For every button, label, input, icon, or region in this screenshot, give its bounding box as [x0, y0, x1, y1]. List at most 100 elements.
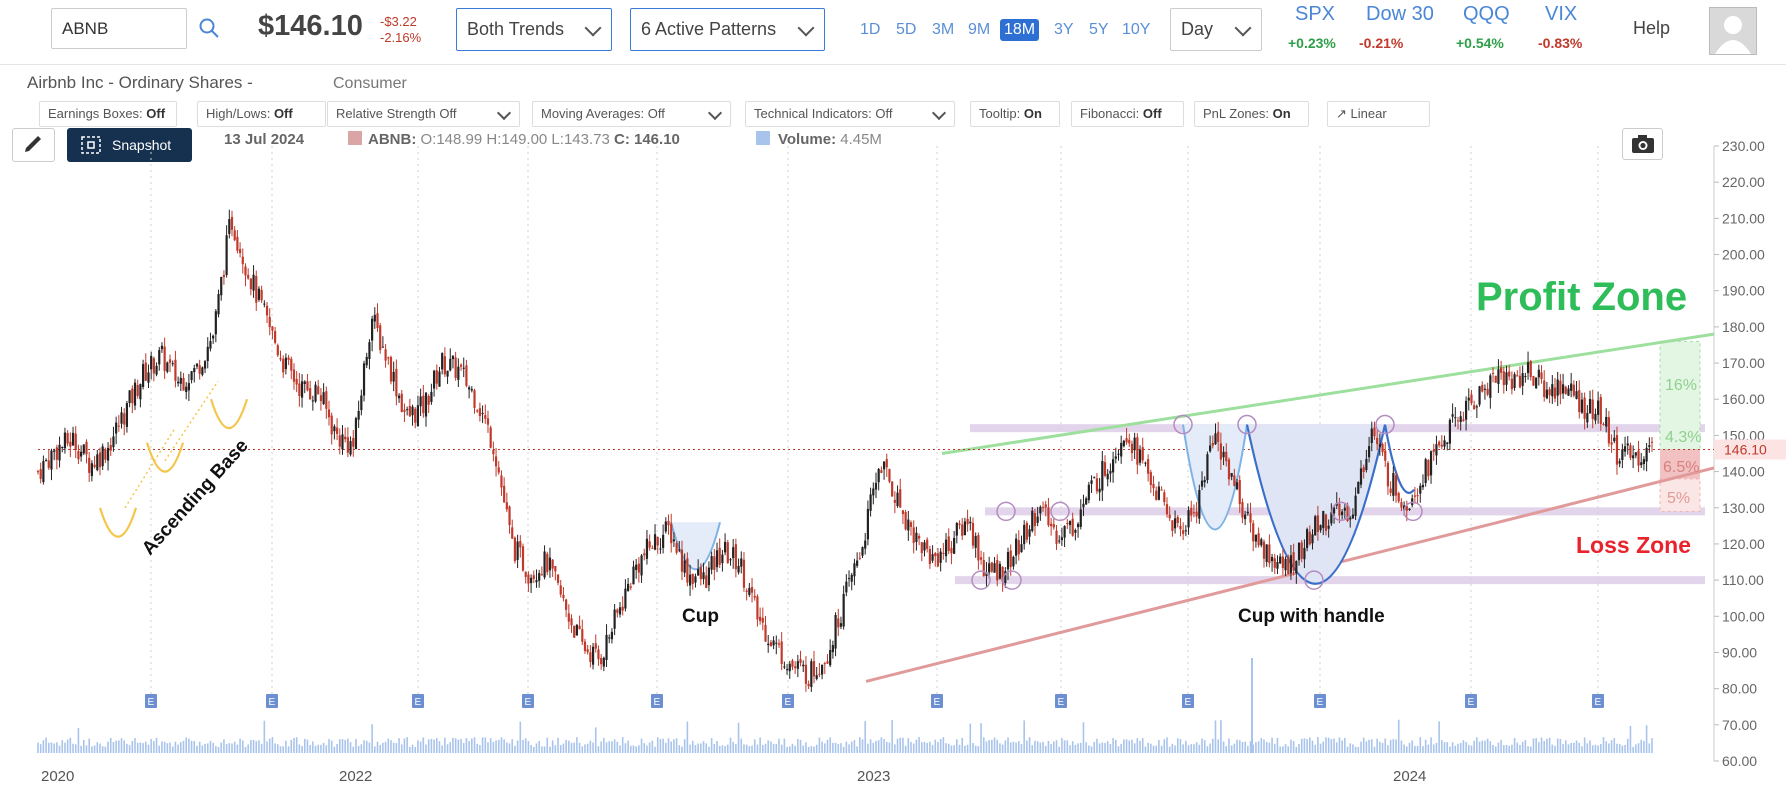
volume-bar: [452, 737, 454, 753]
volume-bar: [112, 742, 115, 753]
candle-body: [1599, 397, 1602, 424]
index-name[interactable]: Dow 30: [1366, 3, 1434, 25]
earnings-marker[interactable]: [412, 694, 424, 708]
snapshot-button[interactable]: Snapshot: [67, 128, 192, 162]
index-name[interactable]: SPX: [1295, 3, 1336, 25]
candle-body: [834, 615, 837, 649]
volume-bar: [441, 745, 443, 753]
candle-body: [457, 366, 460, 380]
volume-bar: [1532, 738, 1535, 753]
interval-dropdown[interactable]: Day: [1170, 8, 1262, 51]
range-10y[interactable]: 10Y: [1122, 21, 1151, 38]
y-axis-tick-label: 220.00: [1722, 174, 1765, 190]
candle-body: [77, 451, 80, 460]
ticker-search-input[interactable]: [51, 8, 187, 49]
volume-bar: [646, 745, 648, 753]
volume-bar: [1521, 741, 1524, 753]
candle-body: [1446, 442, 1449, 444]
candle-body: [449, 358, 452, 371]
draw-tool-button[interactable]: [12, 128, 55, 162]
earnings-marker[interactable]: [145, 694, 157, 708]
candle-body: [944, 539, 948, 557]
range-1d[interactable]: 1D: [860, 21, 881, 38]
candle-body: [664, 521, 667, 532]
option-chip[interactable]: Tooltip: On: [970, 101, 1060, 127]
option-chip[interactable]: Earnings Boxes: Off: [39, 101, 177, 127]
earnings-marker[interactable]: [651, 694, 663, 708]
volume-bar: [506, 742, 508, 753]
camera-button[interactable]: [1622, 128, 1663, 160]
earnings-marker[interactable]: [1592, 694, 1604, 708]
volume-bar: [767, 740, 770, 753]
candle-body: [1257, 533, 1260, 546]
candle-body: [602, 657, 605, 667]
earnings-marker[interactable]: [1314, 694, 1326, 708]
range-9m[interactable]: 9M: [968, 21, 991, 38]
pattern-dropdown[interactable]: 6 Active Patterns: [630, 8, 825, 51]
index-name[interactable]: QQQ: [1463, 3, 1510, 25]
candle-body: [1319, 525, 1322, 531]
x-axis-tick-label: 2024: [1393, 768, 1426, 785]
volume-bar: [850, 741, 853, 753]
volume-bar: [1559, 739, 1562, 753]
earnings-marker[interactable]: [1055, 694, 1067, 708]
volume-bar: [1260, 738, 1263, 753]
candle-body: [241, 256, 244, 265]
pivot-marker: [1002, 570, 1022, 590]
option-chip[interactable]: High/Lows: Off: [197, 101, 326, 127]
volume-bar: [274, 743, 276, 753]
candle-body: [1020, 544, 1023, 553]
help-link[interactable]: Help: [1633, 18, 1671, 38]
candle-body: [1632, 455, 1635, 459]
index-name[interactable]: VIX: [1545, 3, 1578, 25]
option-chip[interactable]: Fibonacci: Off: [1071, 101, 1184, 127]
option-chip[interactable]: Moving Averages: Off: [532, 101, 731, 127]
volume-bar: [1284, 744, 1287, 753]
earnings-marker[interactable]: [1465, 694, 1477, 708]
volume-bar: [301, 746, 303, 753]
candle-body: [85, 441, 88, 455]
trend-dropdown[interactable]: Both Trends: [456, 8, 612, 51]
volume-bar: [985, 741, 988, 753]
earnings-marker[interactable]: [1182, 694, 1194, 708]
candle-body: [575, 624, 578, 636]
range-3m[interactable]: 3M: [932, 21, 955, 38]
earnings-marker[interactable]: [782, 694, 794, 708]
candle-body: [1362, 467, 1365, 472]
option-chip[interactable]: ↗ Linear: [1327, 101, 1430, 127]
volume-bar: [1489, 741, 1492, 753]
candle-body: [1330, 512, 1333, 524]
candle-body: [1052, 524, 1055, 528]
earnings-marker[interactable]: [266, 694, 278, 708]
candle-body: [713, 556, 716, 570]
avatar[interactable]: [1709, 7, 1757, 55]
volume-bar: [128, 745, 131, 753]
candle-body: [901, 510, 905, 515]
option-chip[interactable]: PnL Zones: On: [1194, 101, 1309, 127]
candle-body: [465, 365, 468, 386]
range-5y[interactable]: 5Y: [1089, 21, 1109, 38]
y-axis-tick-label: 90.00: [1722, 644, 1757, 660]
candle-body: [718, 547, 721, 565]
volume-bar: [255, 741, 258, 753]
volume-bar: [1088, 745, 1090, 753]
volume-bar: [1643, 740, 1645, 753]
candle-body: [414, 408, 417, 423]
candle-body: [1570, 383, 1573, 391]
volume-bar: [896, 738, 899, 753]
volume-bar: [368, 742, 371, 753]
candle-body: [1494, 375, 1497, 383]
range-3y[interactable]: 3Y: [1054, 21, 1074, 38]
earnings-marker[interactable]: [931, 694, 943, 708]
earnings-marker[interactable]: [522, 694, 534, 708]
candle-body: [1405, 506, 1408, 511]
candle-body: [1459, 416, 1462, 423]
search-icon[interactable]: [198, 17, 220, 39]
range-18m[interactable]: 18M: [1000, 19, 1040, 41]
option-chip[interactable]: Technical Indicators: Off: [745, 101, 955, 127]
option-chip[interactable]: Relative Strength Off: [327, 101, 520, 127]
volume-bar: [562, 743, 565, 753]
volume-bar: [244, 746, 247, 753]
range-5d[interactable]: 5D: [896, 21, 917, 38]
